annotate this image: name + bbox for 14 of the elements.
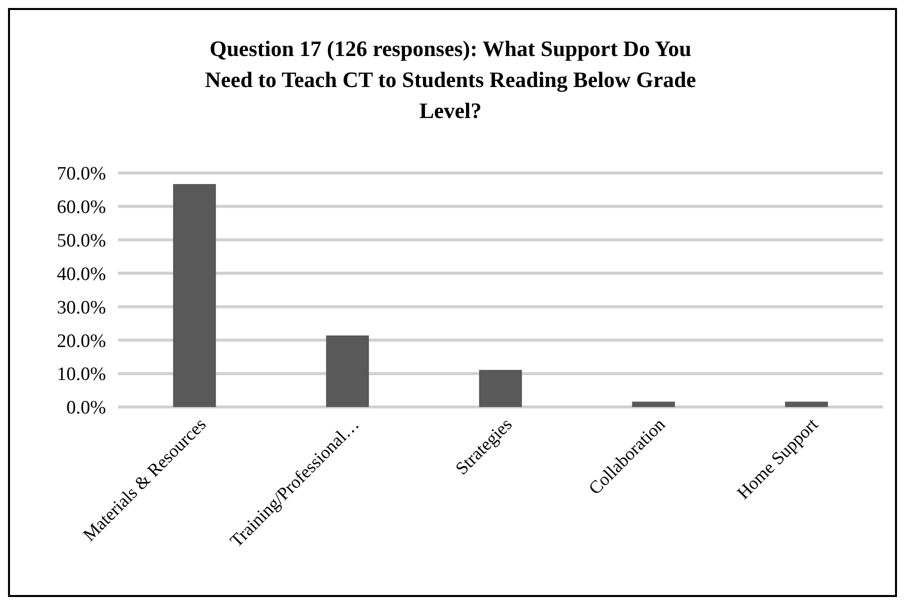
y-tick-label: 0.0% [66, 398, 106, 419]
y-tick-label: 70.0% [56, 164, 106, 185]
bar [785, 402, 828, 407]
y-tick-label: 30.0% [56, 297, 106, 318]
chart-title: Question 17 (126 responses): What Support Do You Need to Teach CT to Students Reading Below Grade Level? [205, 36, 696, 123]
bar [632, 402, 675, 407]
y-tick-label: 10.0% [56, 364, 106, 386]
y-tick-label: 60.0% [56, 197, 106, 218]
bar [479, 370, 522, 407]
y-tick-label: 50.0% [56, 230, 106, 252]
bar [173, 184, 216, 407]
bar [326, 335, 369, 407]
y-tick-label: 20.0% [56, 330, 106, 352]
y-tick-label: 40.0% [56, 264, 106, 285]
